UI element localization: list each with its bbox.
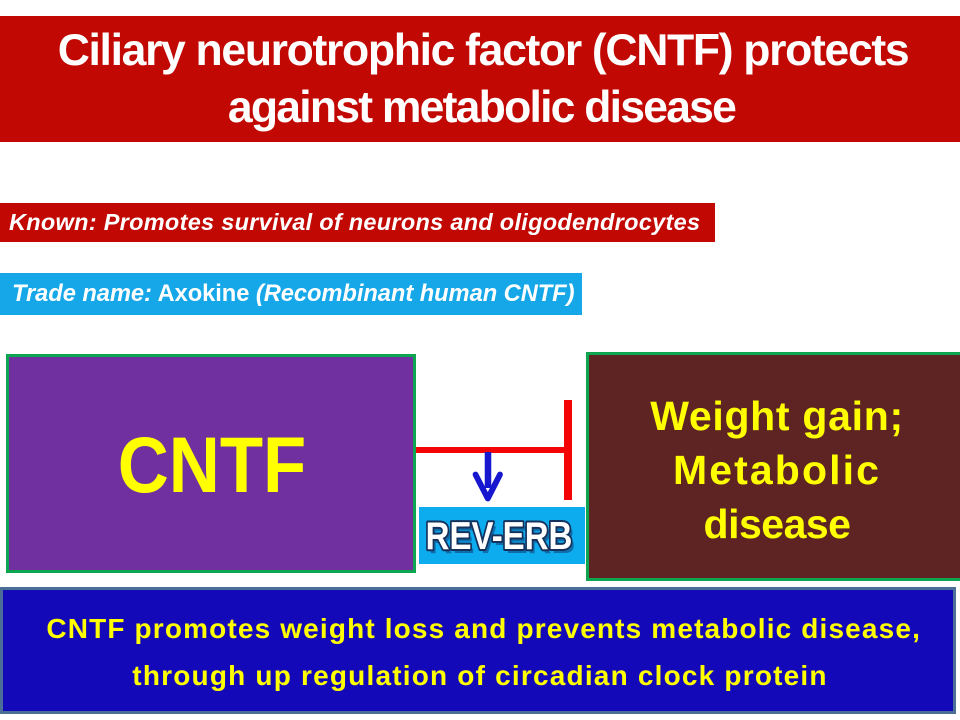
svg-text:REV-ERB: REV-ERB — [428, 517, 575, 561]
svg-text:REV-ERB: REV-ERB — [425, 514, 572, 558]
